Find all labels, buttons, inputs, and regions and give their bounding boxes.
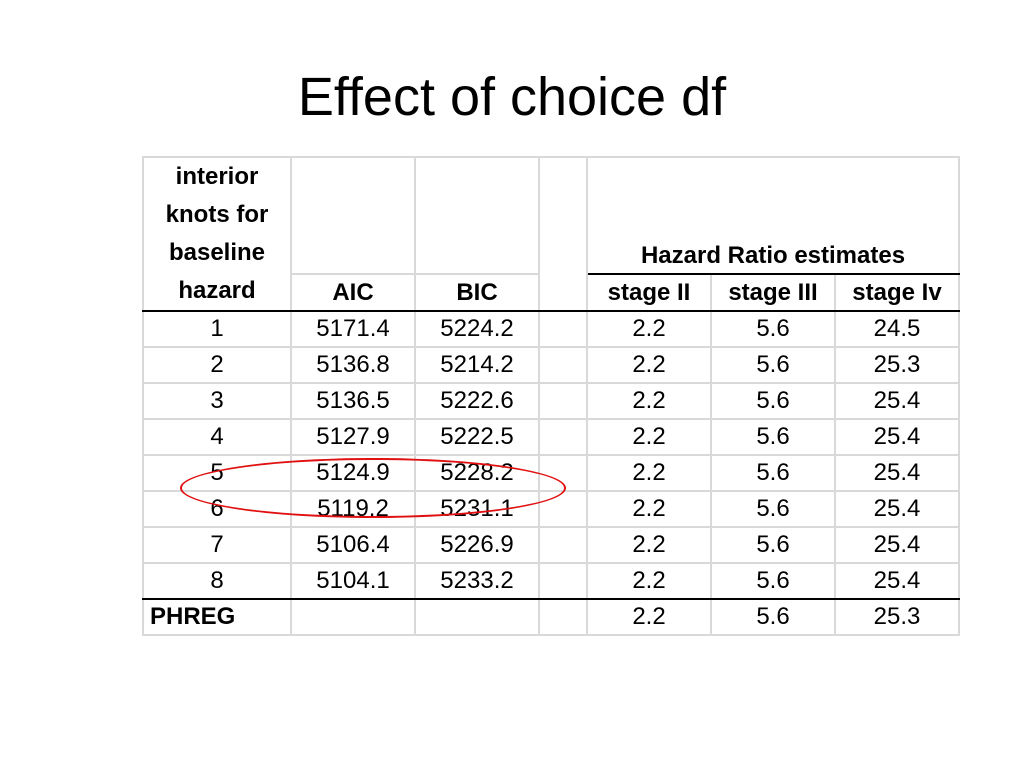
spacer-cell — [538, 598, 588, 636]
bic-cell: 5233.2 — [414, 562, 540, 600]
knots-header-line: knots for — [165, 201, 269, 228]
stage-3-cell: 5.6 — [710, 418, 836, 456]
bic-cell: 5214.2 — [414, 346, 540, 384]
slide-title: Effect of choice df — [297, 67, 727, 127]
stage-3-cell: 5.6 — [710, 310, 836, 348]
table-row: 2 5136.8 5214.2 2.2 5.6 25.3 — [142, 346, 960, 384]
header-row-2: AIC BIC stage II stage III stage Iv — [143, 273, 960, 312]
stage-3-cell: 5.6 — [710, 454, 836, 492]
spacer-cell — [538, 156, 588, 312]
knots-cell: 8 — [142, 562, 292, 600]
stage-4-cell: 25.4 — [834, 454, 960, 492]
stage-2-cell: 2.2 — [586, 562, 712, 600]
knots-cell: 3 — [142, 382, 292, 420]
spacer-cell — [538, 310, 588, 348]
table-row: 7 5106.4 5226.9 2.2 5.6 25.4 — [142, 526, 960, 564]
stage-2-cell: 2.2 — [586, 310, 712, 348]
aic-cell: 5119.2 — [290, 490, 416, 528]
aic-cell: 5171.4 — [290, 310, 416, 348]
phreg-row: PHREG 2.2 5.6 25.3 — [142, 598, 960, 636]
stage-2-header: stage II — [586, 273, 712, 312]
spacer-cell — [538, 562, 588, 600]
stage-2-cell: 2.2 — [586, 598, 712, 636]
aic-header: AIC — [290, 273, 416, 312]
aic-cell: 5136.5 — [290, 382, 416, 420]
stage-2-cell: 2.2 — [586, 418, 712, 456]
spacer-cell — [538, 346, 588, 384]
stage-2-cell: 2.2 — [586, 454, 712, 492]
knots-header: interior knots for baseline hazard — [142, 156, 292, 312]
header-row-1: interior knots for baseline hazard Hazar… — [142, 155, 960, 312]
knots-cell: 4 — [142, 418, 292, 456]
empty-cell — [290, 155, 416, 276]
stage-3-cell: 5.6 — [710, 346, 836, 384]
bic-header: BIC — [414, 273, 540, 312]
spacer-cell — [538, 454, 588, 492]
knots-cell: 6 — [142, 490, 292, 528]
knots-header-line: baseline — [168, 239, 266, 266]
knots-cell: 5 — [142, 454, 292, 492]
knots-cell: 2 — [142, 346, 292, 384]
stage-4-cell: 25.4 — [834, 490, 960, 528]
bic-cell: 5222.6 — [414, 382, 540, 420]
aic-cell: 5127.9 — [290, 418, 416, 456]
empty-cell — [290, 598, 416, 636]
spacer-cell — [538, 382, 588, 420]
empty-cell — [414, 598, 540, 636]
spacer-cell — [538, 418, 588, 456]
aic-cell: 5106.4 — [290, 526, 416, 564]
bic-cell: 5226.9 — [414, 526, 540, 564]
table-row: 3 5136.5 5222.6 2.2 5.6 25.4 — [142, 382, 960, 420]
hazard-ratio-table: interior knots for baseline hazard Hazar… — [142, 155, 960, 636]
knots-header-line: hazard — [178, 277, 256, 304]
hazard-ratio-group-header: Hazard Ratio estimates — [586, 155, 960, 276]
table-row: 5 5124.9 5228.2 2.2 5.6 25.4 — [142, 454, 960, 492]
stage-2-cell: 2.2 — [586, 346, 712, 384]
knots-cell: 7 — [142, 526, 292, 564]
stage-3-cell: 5.6 — [710, 526, 836, 564]
table-row: 4 5127.9 5222.5 2.2 5.6 25.4 — [142, 418, 960, 456]
spacer-cell — [538, 490, 588, 528]
aic-cell: 5124.9 — [290, 454, 416, 492]
stage-4-cell: 25.4 — [834, 562, 960, 600]
stage-2-cell: 2.2 — [586, 526, 712, 564]
aic-cell: 5136.8 — [290, 346, 416, 384]
stage-4-cell: 25.4 — [834, 526, 960, 564]
stage-4-cell: 25.3 — [834, 346, 960, 384]
stage-4-cell: 24.5 — [834, 310, 960, 348]
bic-cell: 5231.1 — [414, 490, 540, 528]
stage-3-cell: 5.6 — [710, 562, 836, 600]
knots-header-line: interior — [175, 163, 259, 190]
bic-cell: 5228.2 — [414, 454, 540, 492]
stage-4-header: stage Iv — [834, 273, 960, 312]
table-row: 1 5171.4 5224.2 2.2 5.6 24.5 — [142, 310, 960, 348]
aic-cell: 5104.1 — [290, 562, 416, 600]
stage-3-cell: 5.6 — [710, 598, 836, 636]
stage-3-cell: 5.6 — [710, 490, 836, 528]
stage-3-cell: 5.6 — [710, 382, 836, 420]
bic-cell: 5224.2 — [414, 310, 540, 348]
spacer-cell — [538, 526, 588, 564]
stage-3-header: stage III — [710, 273, 836, 312]
table-row: 8 5104.1 5233.2 2.2 5.6 25.4 — [142, 562, 960, 600]
knots-cell: 1 — [142, 310, 292, 348]
table-row: 6 5119.2 5231.1 2.2 5.6 25.4 — [142, 490, 960, 528]
stage-2-cell: 2.2 — [586, 490, 712, 528]
bic-cell: 5222.5 — [414, 418, 540, 456]
stage-2-cell: 2.2 — [586, 382, 712, 420]
stage-4-cell: 25.3 — [834, 598, 960, 636]
empty-cell — [414, 155, 540, 276]
stage-4-cell: 25.4 — [834, 418, 960, 456]
stage-4-cell: 25.4 — [834, 382, 960, 420]
phreg-label: PHREG — [142, 598, 292, 636]
